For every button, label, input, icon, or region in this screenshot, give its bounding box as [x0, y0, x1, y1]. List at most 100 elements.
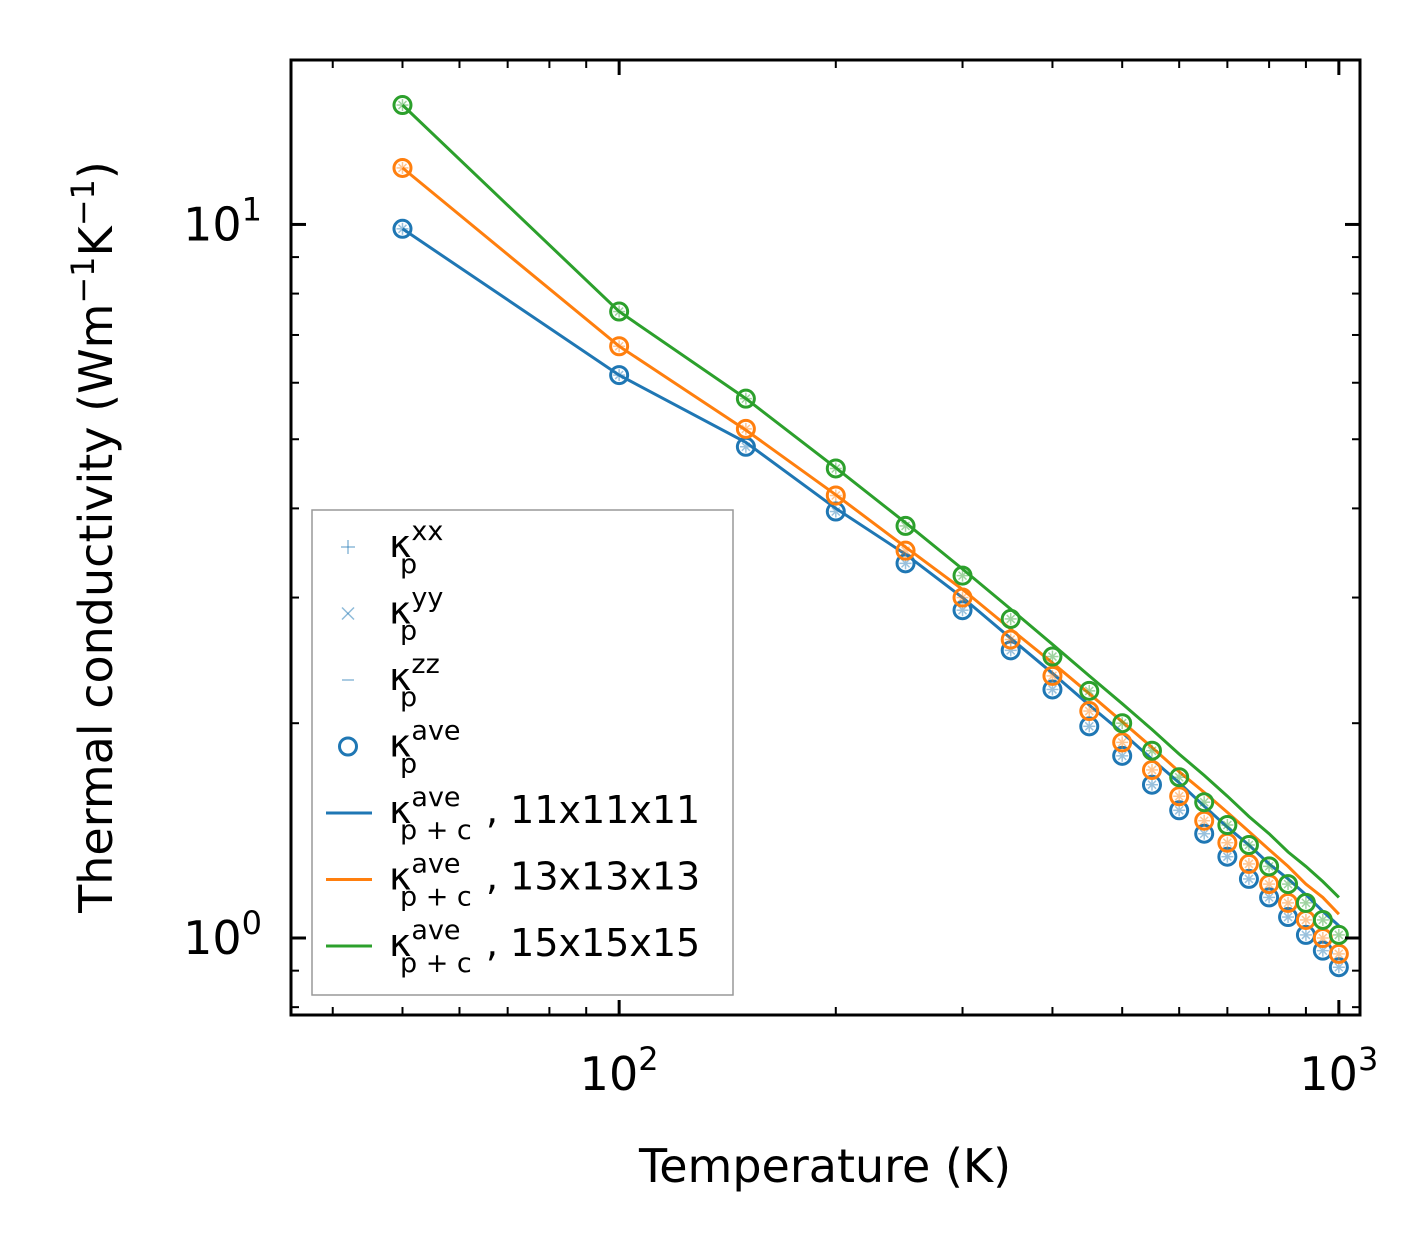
x-marker — [1147, 765, 1157, 775]
x-marker — [1244, 840, 1254, 850]
x-marker — [1174, 791, 1184, 801]
x-marker — [1301, 915, 1311, 925]
x-marker — [1006, 634, 1016, 645]
component-markers — [1282, 911, 1295, 924]
component-markers — [1316, 944, 1329, 957]
x-marker — [1334, 962, 1344, 972]
ave-marker-13x13x13 — [1112, 732, 1133, 753]
ave-marker-15x15x15 — [825, 458, 846, 479]
x-marker — [1084, 721, 1094, 731]
component-markers — [1299, 913, 1312, 926]
ave-marker-13x13x13 — [1194, 810, 1215, 831]
x-marker — [1047, 684, 1057, 694]
x-marker — [901, 521, 911, 531]
x-marker — [1318, 915, 1328, 925]
component-markers — [739, 392, 752, 405]
component-markers — [1221, 836, 1234, 849]
component-markers — [1242, 857, 1255, 870]
ave-marker-13x13x13 — [1141, 759, 1162, 780]
ave-marker-13x13x13 — [392, 157, 413, 178]
component-markers — [396, 222, 409, 235]
ave-marker-15x15x15 — [735, 388, 756, 409]
x-marker — [1006, 614, 1016, 624]
x-marker — [1174, 772, 1184, 782]
x-marker — [901, 558, 911, 568]
ave-marker-13x13x13 — [735, 418, 756, 439]
x-marker — [397, 224, 408, 234]
component-markers — [1083, 720, 1096, 733]
x-marker — [1174, 805, 1184, 815]
ave-marker-15x15x15 — [1194, 792, 1215, 813]
legend-label: κyy p — [389, 583, 443, 647]
y-tick-label: 100 — [183, 904, 262, 965]
component-markers — [1332, 947, 1345, 960]
ave-marker-11x11x11 — [1259, 887, 1280, 908]
x-marker — [1047, 684, 1057, 694]
component-markers — [1299, 896, 1312, 909]
y-axis-label-mid: K — [69, 224, 123, 256]
x-marker — [831, 490, 841, 501]
x-marker — [741, 424, 751, 434]
x-marker — [1006, 614, 1016, 624]
ave-marker-13x13x13 — [895, 540, 916, 561]
component-markers — [1145, 778, 1158, 791]
ave-marker-15x15x15 — [1079, 680, 1100, 701]
component-markers — [899, 544, 912, 557]
ave-marker-13x13x13 — [1079, 701, 1100, 722]
ave-marker-15x15x15 — [1278, 874, 1299, 895]
x-marker — [1244, 859, 1254, 869]
x-marker — [1283, 912, 1293, 922]
y-axis-label: Thermal conductivity (Wm−1K−1) — [64, 161, 123, 914]
component-markers — [1316, 913, 1329, 926]
x-marker — [614, 370, 624, 380]
ave-marker-15x15x15 — [609, 301, 630, 322]
legend-label: κave p — [389, 716, 461, 780]
component-markers — [1221, 819, 1234, 832]
ave-marker-11x11x11 — [1194, 823, 1215, 844]
series-layer — [392, 95, 1349, 978]
x-marker — [397, 224, 408, 234]
x-marker — [741, 442, 751, 452]
legend-x-marker — [341, 606, 355, 621]
ave-marker-11x11x11 — [1238, 868, 1259, 889]
x-marker — [1199, 797, 1209, 807]
y-tick-label: 101 — [183, 190, 262, 251]
x-marker — [397, 100, 408, 110]
legend-label: κave p + c, 15x15x15 — [389, 915, 700, 979]
component-markers — [1198, 814, 1211, 827]
x-marker — [1199, 829, 1209, 839]
component-markers — [1242, 872, 1255, 885]
x-tick-label: 102 — [580, 1040, 659, 1101]
x-marker — [1147, 746, 1157, 756]
ave-marker-11x11x11 — [1141, 774, 1162, 795]
ave-marker-15x15x15 — [1112, 713, 1133, 734]
y-axis-label-exp2: −1 — [64, 179, 102, 226]
ave-marker-15x15x15 — [1217, 815, 1238, 836]
component-markers — [1332, 928, 1345, 941]
series-line-15x15x15 — [401, 103, 1340, 899]
ave-marker-13x13x13 — [1042, 665, 1063, 686]
x-marker — [614, 370, 624, 380]
component-markers — [829, 489, 842, 502]
component-markers — [1198, 796, 1211, 809]
x-marker — [1199, 816, 1209, 826]
x-tick-label: 103 — [1299, 1040, 1378, 1101]
component-markers — [956, 569, 969, 582]
ave-marker-15x15x15 — [895, 515, 916, 536]
x-marker — [1047, 652, 1057, 662]
ave-marker-11x11x11 — [1328, 957, 1349, 978]
x-marker — [1199, 797, 1209, 807]
ave-marker-11x11x11 — [1042, 679, 1063, 700]
x-marker — [901, 558, 911, 568]
x-marker — [1174, 805, 1184, 815]
component-markers — [1046, 683, 1059, 696]
x-marker — [1264, 892, 1274, 902]
y-axis-label-base: Thermal conductivity (Wm — [69, 304, 123, 914]
x-marker — [1264, 879, 1274, 889]
x-marker — [1318, 933, 1328, 943]
component-markers — [899, 519, 912, 532]
x-marker — [1117, 751, 1127, 761]
component-markers — [1173, 790, 1186, 803]
x-marker — [831, 463, 841, 474]
